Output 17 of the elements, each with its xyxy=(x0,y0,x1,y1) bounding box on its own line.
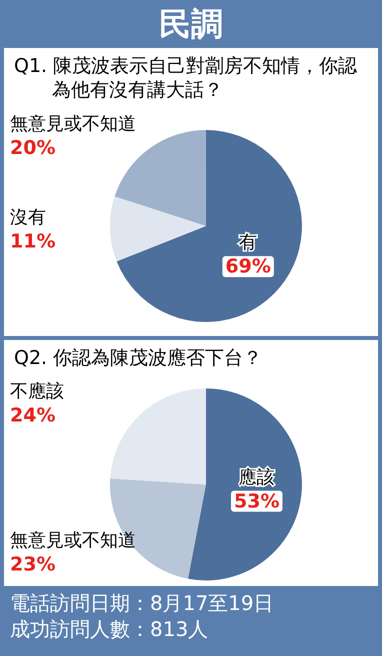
data-label: 20% xyxy=(10,137,56,160)
data-label: 69% xyxy=(225,256,271,278)
chart-title: 民調 xyxy=(158,4,224,45)
data-label: 11% xyxy=(10,230,56,253)
slice-label: 無意見或不知道 xyxy=(10,114,136,135)
text: 電話訪問日期：8月17至19日 xyxy=(9,590,275,616)
slice-label: 應該 xyxy=(238,466,275,488)
slice-label: 不應該 xyxy=(10,381,64,402)
slice-label: 有 xyxy=(239,232,258,254)
slice-label: 沒有 xyxy=(10,207,46,228)
text: 成功訪問人數：813人 xyxy=(9,616,210,642)
data-label: 24% xyxy=(10,404,56,427)
data-label: 23% xyxy=(10,554,56,576)
slice-label: 無意見或不知道 xyxy=(10,530,136,552)
data-label: 53% xyxy=(234,490,280,512)
chart-subtitle: Q1. 陳茂波表示自己對劏房不知情，你認為他有沒有講大話？ xyxy=(13,54,358,102)
chart-title: Q2. 你認為陳茂波應否下台？ xyxy=(13,346,264,370)
